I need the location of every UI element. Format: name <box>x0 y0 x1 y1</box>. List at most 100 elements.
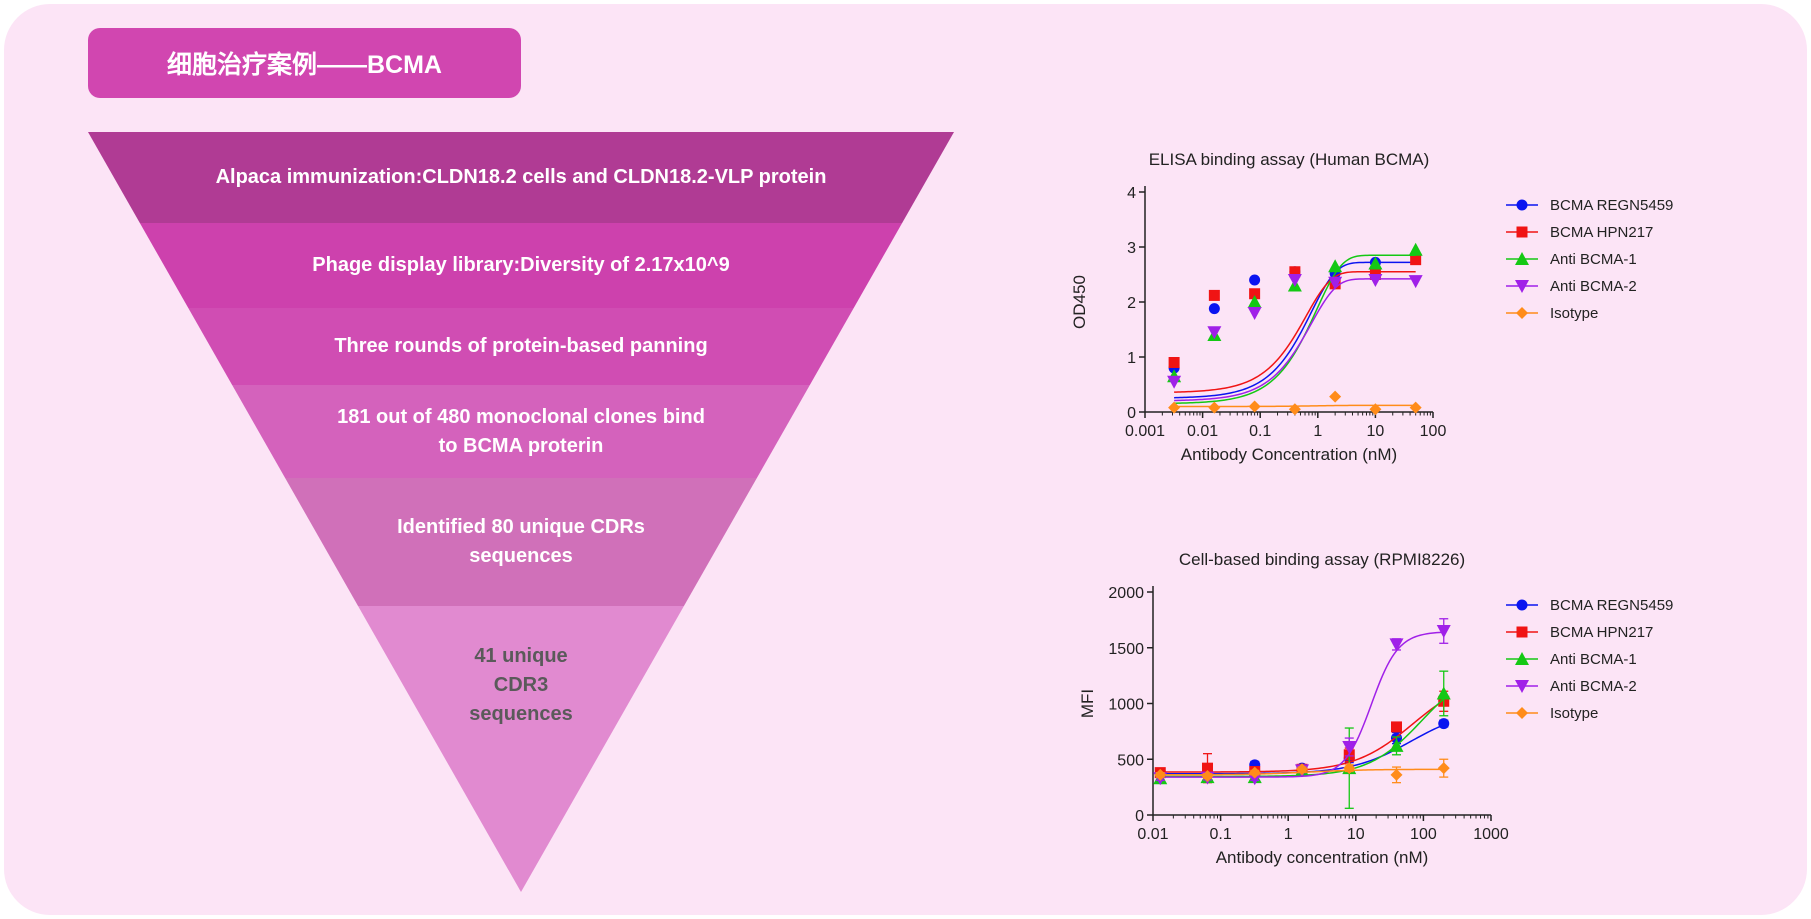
data-point <box>1201 762 1213 774</box>
data-point <box>1436 686 1451 700</box>
x-tick-label: 1000 <box>1473 826 1509 843</box>
series-3 <box>1153 670 1451 809</box>
data-point <box>1328 276 1343 290</box>
legend-marker <box>1516 599 1528 611</box>
legend-marker <box>1515 252 1529 265</box>
legend-marker <box>1516 226 1528 238</box>
data-point <box>1207 326 1222 340</box>
funnel-tier-label: Three rounds of protein-based panning <box>334 335 708 357</box>
y-tick-label: 0 <box>1135 808 1144 825</box>
x-tick-label: 0.1 <box>1209 826 1231 843</box>
data-point <box>1408 242 1423 256</box>
data-point <box>1249 288 1261 300</box>
data-point <box>1369 403 1382 416</box>
data-point <box>1154 768 1167 781</box>
data-point <box>1249 274 1261 286</box>
legend-label: Anti BCMA-2 <box>1550 278 1637 295</box>
data-point <box>1328 259 1343 273</box>
series-5 <box>1168 390 1422 416</box>
legend-label: Anti BCMA-2 <box>1550 678 1637 695</box>
data-point <box>1247 307 1262 320</box>
y-tick-label: 2000 <box>1108 585 1144 602</box>
data-point <box>1329 390 1342 403</box>
series-5 <box>1154 758 1450 784</box>
legend-label: BCMA HPN217 <box>1550 224 1653 241</box>
legend-marker <box>1516 626 1528 638</box>
series-4 <box>1153 618 1451 786</box>
y-tick-label: 1500 <box>1108 641 1144 658</box>
data-point <box>1168 401 1181 414</box>
data-point <box>1295 763 1308 776</box>
y-tick-label: 500 <box>1117 752 1144 769</box>
data-point <box>1288 403 1301 416</box>
x-tick-label: 0.01 <box>1187 423 1218 440</box>
series-4 <box>1167 274 1423 402</box>
data-point <box>1368 274 1383 287</box>
data-point <box>1408 275 1423 289</box>
x-tick-label: 10 <box>1367 423 1385 440</box>
data-point <box>1389 738 1404 752</box>
series-fit-line <box>1160 631 1444 778</box>
data-point <box>1247 295 1262 308</box>
y-axis-label: MFI <box>1078 689 1097 718</box>
data-point <box>1343 762 1356 775</box>
x-tick-label: 0.001 <box>1125 423 1165 440</box>
data-point <box>1342 740 1357 754</box>
funnel-tier-label: Identified 80 unique CDRs sequences <box>397 516 645 567</box>
x-tick-label: 10 <box>1347 826 1365 843</box>
data-point <box>1167 375 1182 389</box>
legend-label: BCMA REGN5459 <box>1550 197 1673 214</box>
data-point <box>1410 254 1422 266</box>
y-tick-label: 0 <box>1127 405 1136 422</box>
legend-label: Isotype <box>1550 705 1598 722</box>
funnel-tier-label: 181 out of 480 monoclonal clones bind to… <box>337 405 705 457</box>
cell-binding-chart: Cell-based binding assay (RPMI8226) 0 500 1… <box>1078 550 1673 867</box>
chart-title: ELISA binding assay (Human BCMA) <box>1149 150 1430 169</box>
data-point <box>1289 266 1301 278</box>
legend-marker <box>1516 199 1528 211</box>
data-point <box>1208 289 1220 301</box>
x-tick-label: 1 <box>1284 826 1293 843</box>
legend-label: Anti BCMA-1 <box>1550 651 1637 668</box>
funnel-tier-label: Phage display library:Diversity of 2.17x… <box>312 254 730 276</box>
funnel-tier-label: 41 unique CDR3 sequences <box>469 644 573 725</box>
y-tick-label: 1 <box>1127 350 1136 367</box>
data-point <box>1168 357 1180 368</box>
x-tick-label: 100 <box>1410 826 1437 843</box>
data-point <box>1438 718 1450 730</box>
legend-marker <box>1515 280 1529 293</box>
x-axis-label: Antibody concentration (nM) <box>1216 848 1429 867</box>
legend-marker <box>1515 652 1529 665</box>
legend-label: Anti BCMA-1 <box>1550 251 1637 268</box>
x-tick-label: 0.1 <box>1249 423 1271 440</box>
y-tick-label: 1000 <box>1108 697 1144 714</box>
legend-marker <box>1515 680 1529 693</box>
funnel-tier-label: Alpaca immunization:CLDN18.2 cells and C… <box>215 166 827 188</box>
data-point <box>1368 256 1383 270</box>
data-point <box>1287 274 1302 287</box>
x-axis-label: Antibody Concentration (nM) <box>1181 445 1397 464</box>
legend-marker <box>1516 307 1528 319</box>
y-tick-label: 4 <box>1127 185 1136 202</box>
data-point <box>1248 766 1261 779</box>
data-point <box>1208 303 1220 315</box>
y-tick-label: 3 <box>1127 240 1136 257</box>
y-tick-label: 2 <box>1127 295 1136 312</box>
data-point <box>1436 625 1451 639</box>
legend-label: BCMA REGN5459 <box>1550 597 1673 614</box>
data-point <box>1390 768 1403 781</box>
data-point <box>1409 401 1422 414</box>
x-tick-label: 100 <box>1420 423 1447 440</box>
legend-label: BCMA HPN217 <box>1550 624 1653 641</box>
data-point <box>1390 721 1402 733</box>
data-point <box>1437 762 1450 775</box>
x-tick-label: 1 <box>1313 423 1322 440</box>
page-title: 细胞治疗案例——BCMA <box>88 28 521 98</box>
data-point <box>1248 400 1261 413</box>
elisa-chart: ELISA binding assay (Human BCMA) 0 1 2 3 4 0.0… <box>1070 150 1673 464</box>
legend-marker <box>1516 707 1528 719</box>
x-tick-label: 0.01 <box>1137 826 1168 843</box>
y-axis-label: OD450 <box>1070 275 1089 329</box>
data-point <box>1208 401 1221 414</box>
legend-label: Isotype <box>1550 305 1598 322</box>
